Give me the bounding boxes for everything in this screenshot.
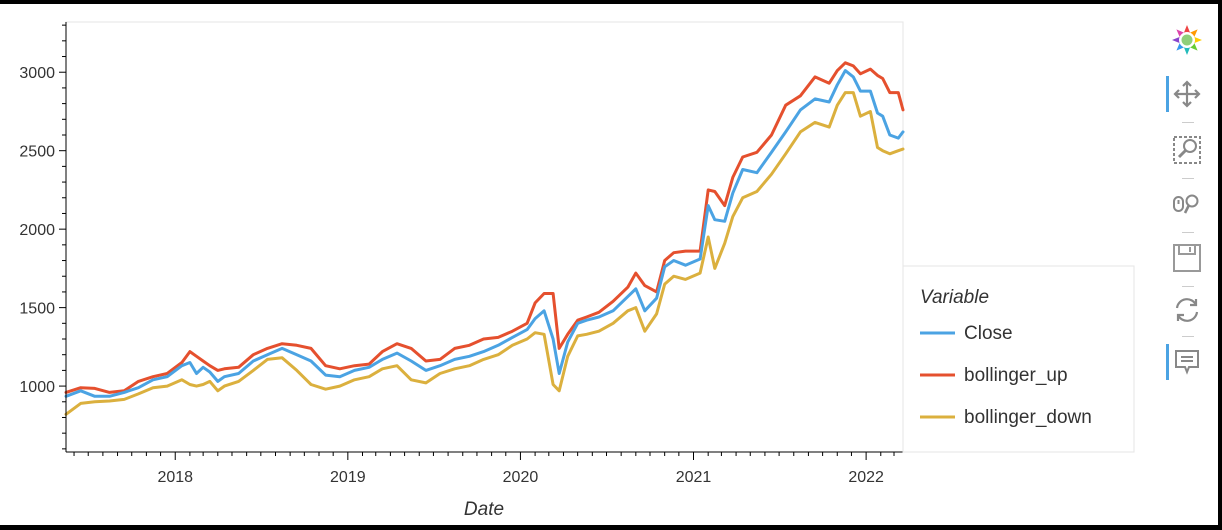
save-icon — [1173, 244, 1201, 272]
hover-icon — [1175, 350, 1199, 375]
y-tick-label: 1000 — [19, 379, 55, 396]
series-line-bollinger-up[interactable] — [64, 61, 905, 394]
y-tick-label: 1500 — [19, 301, 55, 318]
hover-tool[interactable] — [1162, 342, 1212, 382]
box-zoom-tool[interactable] — [1162, 130, 1212, 170]
bokeh-logo-icon[interactable] — [1162, 20, 1212, 60]
x-ticks: 2018 2019 2020 2021 2022 — [73, 452, 895, 486]
series-layer — [64, 61, 905, 416]
pan-icon — [1173, 80, 1201, 108]
legend: Variable Close bollinger_up bollinger_down — [902, 265, 1135, 453]
x-tick-label: 2018 — [157, 469, 193, 486]
wheel-zoom-tool[interactable] — [1162, 184, 1212, 224]
x-tick-label: 2019 — [330, 469, 366, 486]
chart: 1000 1500 2000 2500 3000 2018 2019 2020 2021 202… — [19, 21, 1135, 520]
legend-item-label[interactable]: bollinger_down — [964, 407, 1092, 428]
reset-tool[interactable] — [1162, 290, 1212, 330]
x-tick-label: 2022 — [848, 469, 884, 486]
reset-icon — [1175, 298, 1199, 322]
y-tick-label: 2000 — [19, 222, 55, 239]
box-zoom-icon — [1173, 136, 1201, 164]
y-ticks: 1000 1500 2000 2500 3000 — [19, 24, 66, 450]
series-line-close[interactable] — [64, 69, 905, 398]
y-tick-label: 3000 — [19, 65, 55, 82]
plot-area[interactable] — [65, 21, 904, 453]
plot-frame: 1000 1500 2000 2500 3000 2018 2019 2020 2021 202… — [0, 4, 1218, 525]
x-axis-title: Date — [464, 499, 504, 520]
wheel-zoom-icon — [1173, 194, 1199, 214]
legend-title: Variable — [920, 287, 989, 308]
y-tick-label: 2500 — [19, 144, 55, 161]
toolbar — [1162, 18, 1212, 398]
save-tool[interactable] — [1162, 238, 1212, 278]
pan-tool[interactable] — [1162, 74, 1212, 114]
x-tick-label: 2021 — [676, 469, 712, 486]
x-tick-label: 2020 — [503, 469, 539, 486]
legend-item-label[interactable]: Close — [964, 323, 1013, 344]
legend-box — [902, 265, 1135, 453]
legend-item-label[interactable]: bollinger_up — [964, 365, 1068, 386]
series-line-bollinger-down[interactable] — [64, 91, 905, 416]
